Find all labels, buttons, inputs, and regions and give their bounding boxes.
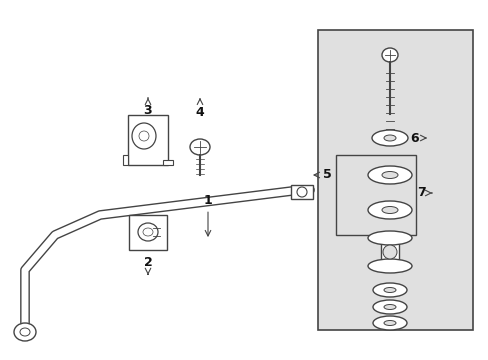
Bar xyxy=(129,215,167,249)
Ellipse shape xyxy=(371,130,407,146)
Ellipse shape xyxy=(367,231,411,245)
Bar xyxy=(317,30,472,330)
Bar xyxy=(335,155,415,235)
Ellipse shape xyxy=(372,283,406,297)
Bar xyxy=(163,160,173,165)
Text: 7: 7 xyxy=(417,186,431,199)
Ellipse shape xyxy=(383,288,395,292)
Text: 6: 6 xyxy=(410,131,425,144)
Ellipse shape xyxy=(381,48,397,62)
Ellipse shape xyxy=(139,131,149,141)
Ellipse shape xyxy=(367,166,411,184)
Ellipse shape xyxy=(383,320,395,325)
Text: 4: 4 xyxy=(195,99,204,118)
Bar xyxy=(290,185,312,199)
Ellipse shape xyxy=(14,323,36,341)
Ellipse shape xyxy=(381,207,397,213)
Ellipse shape xyxy=(190,139,209,155)
Ellipse shape xyxy=(383,135,395,141)
Text: 2: 2 xyxy=(143,256,152,274)
Ellipse shape xyxy=(367,259,411,273)
Ellipse shape xyxy=(132,123,156,149)
Ellipse shape xyxy=(382,245,396,259)
Ellipse shape xyxy=(381,171,397,179)
Ellipse shape xyxy=(138,223,158,241)
Ellipse shape xyxy=(383,305,395,310)
Ellipse shape xyxy=(367,201,411,219)
Bar xyxy=(128,115,168,165)
Text: 5: 5 xyxy=(313,168,331,181)
Text: 1: 1 xyxy=(203,194,212,236)
Ellipse shape xyxy=(20,328,30,336)
Bar xyxy=(123,155,128,165)
Text: 3: 3 xyxy=(143,98,152,117)
Ellipse shape xyxy=(142,228,153,236)
Ellipse shape xyxy=(296,187,306,197)
Ellipse shape xyxy=(372,316,406,330)
Bar xyxy=(380,238,398,266)
Ellipse shape xyxy=(372,300,406,314)
